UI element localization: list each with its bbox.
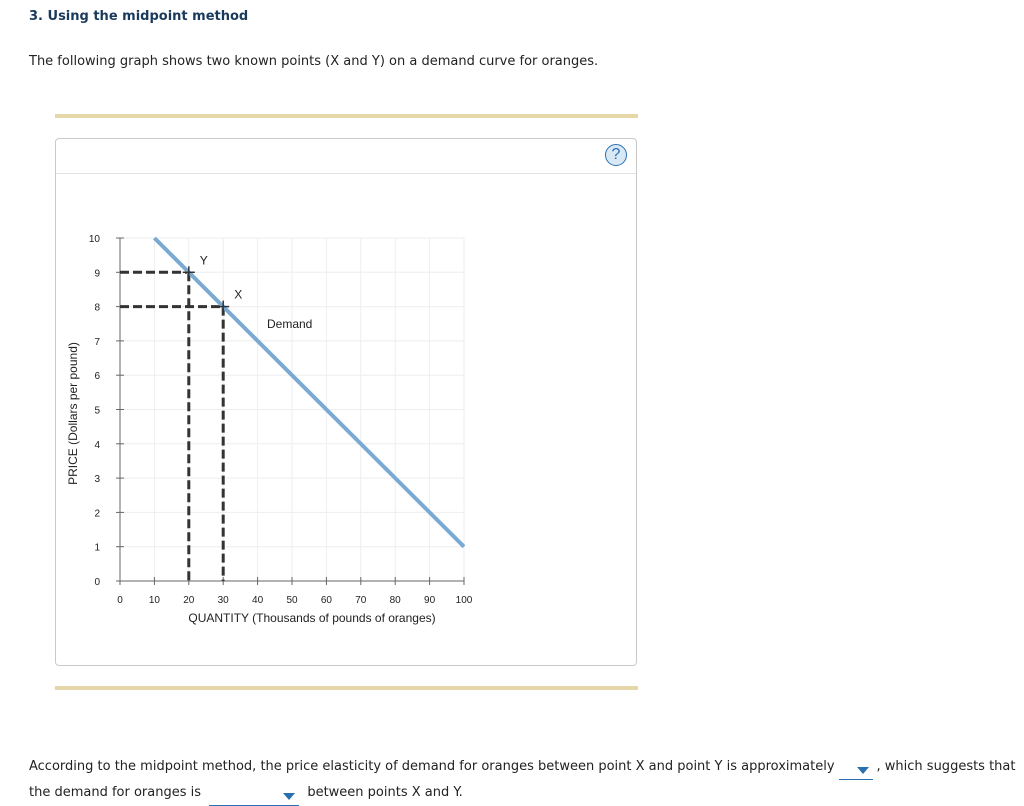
- y-tick-label: 4: [94, 440, 100, 451]
- y-tick-label: 10: [89, 234, 101, 245]
- demand-type-dropdown[interactable]: [209, 785, 300, 806]
- x-axis-label: QUANTITY (Thousands of pounds of oranges…: [188, 611, 435, 625]
- x-tick-label: 20: [183, 595, 195, 606]
- question-part-1: According to the midpoint method, the pr…: [29, 759, 835, 774]
- question-heading: 3. Using the midpoint method: [29, 9, 249, 24]
- y-tick-label: 9: [94, 268, 100, 279]
- graph-panel: ?: [55, 138, 637, 666]
- y-tick-label: 0: [94, 577, 100, 588]
- question-part-3: between points X and Y.: [307, 785, 463, 800]
- x-tick-label: 0: [117, 595, 123, 606]
- y-tick-label: 7: [94, 337, 100, 348]
- series-label-demand: Demand: [267, 317, 312, 331]
- y-tick-label: 5: [94, 406, 100, 417]
- x-tick-label: 90: [424, 595, 436, 606]
- question-text: According to the midpoint method, the pr…: [29, 754, 1019, 806]
- y-tick-label: 8: [94, 303, 100, 314]
- graph-toolbar: ?: [56, 139, 636, 174]
- intro-text: The following graph shows two known poin…: [29, 54, 599, 69]
- y-tick-label: 1: [94, 543, 100, 554]
- y-tick-label: 2: [94, 508, 100, 519]
- y-axis-label: PRICE (Dollars per pound): [66, 342, 80, 485]
- chart-points: YX: [182, 253, 242, 313]
- x-tick-label: 100: [456, 595, 473, 606]
- chevron-down-icon: [283, 793, 296, 800]
- x-tick-label: 80: [390, 595, 402, 606]
- x-tick-label: 10: [149, 595, 161, 606]
- y-tick-label: 3: [94, 474, 100, 485]
- chart-grid: [120, 237, 465, 581]
- x-tick-label: 60: [321, 595, 333, 606]
- elasticity-dropdown[interactable]: [838, 759, 873, 780]
- x-tick-label: 30: [218, 595, 230, 606]
- y-tick-label: 6: [94, 371, 100, 382]
- chart-series: Demand: [152, 236, 466, 549]
- chevron-down-icon: [856, 767, 869, 774]
- x-tick-label: 40: [252, 595, 264, 606]
- x-tick-label: 50: [286, 595, 298, 606]
- point-guides: [120, 270, 225, 581]
- bottom-divider: [55, 686, 638, 690]
- point-label: Y: [200, 253, 208, 267]
- top-divider: [55, 114, 638, 118]
- x-tick-label: 70: [355, 595, 367, 606]
- chart-ticks: 0 10 20 30 40 50 60 70 80 90 100 0 1 2 3 4 5 6 7 8 9 10: [89, 234, 473, 606]
- point-label: X: [234, 288, 242, 302]
- demand-curve: [152, 236, 466, 549]
- question-part-2: , which suggests that the demand for ora…: [29, 759, 1016, 800]
- help-icon[interactable]: ?: [605, 144, 627, 166]
